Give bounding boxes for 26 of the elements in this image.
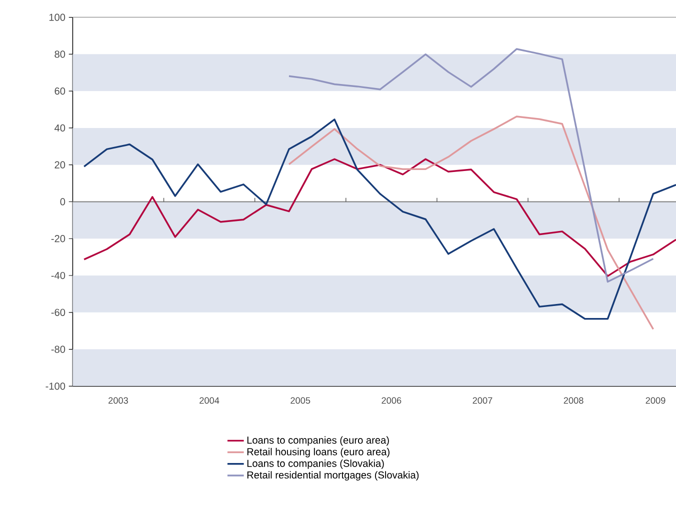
x-tick-label: 2008 [564, 397, 584, 404]
y-tick-label: -20 [51, 235, 66, 242]
y-tick-label: -100 [46, 382, 66, 390]
x-tick-label: 2005 [290, 397, 310, 404]
y-tick-label: 100 [49, 14, 66, 21]
x-tick-label: 2006 [382, 397, 402, 404]
y-tick-label: 60 [54, 88, 66, 95]
x-tick-label: 2007 [472, 397, 492, 404]
y-tick-label: -60 [51, 308, 66, 316]
legend-label: Retail housing loans (euro area) [247, 448, 390, 458]
x-tick-label: 2009 [646, 397, 666, 404]
y-tick-label: 40 [54, 124, 66, 132]
line-series [83, 118, 676, 320]
legend-label: Loans to companies (euro area) [247, 436, 389, 446]
line-series [288, 116, 654, 330]
y-tick-label: 80 [54, 50, 66, 58]
x-tick-label: 2003 [108, 397, 128, 404]
x-tick-label: 2004 [200, 397, 220, 404]
y-tick-label: -80 [51, 346, 66, 353]
y-tick-label: -40 [51, 272, 66, 280]
legend-label: Retail residential mortgages (Slovakia) [247, 471, 419, 481]
line-series [83, 158, 676, 278]
y-tick-label: 0 [60, 198, 66, 206]
legend-label: Loans to companies (Slovakia) [247, 460, 384, 470]
y-tick-label: 20 [54, 161, 66, 168]
line-series [288, 48, 654, 283]
